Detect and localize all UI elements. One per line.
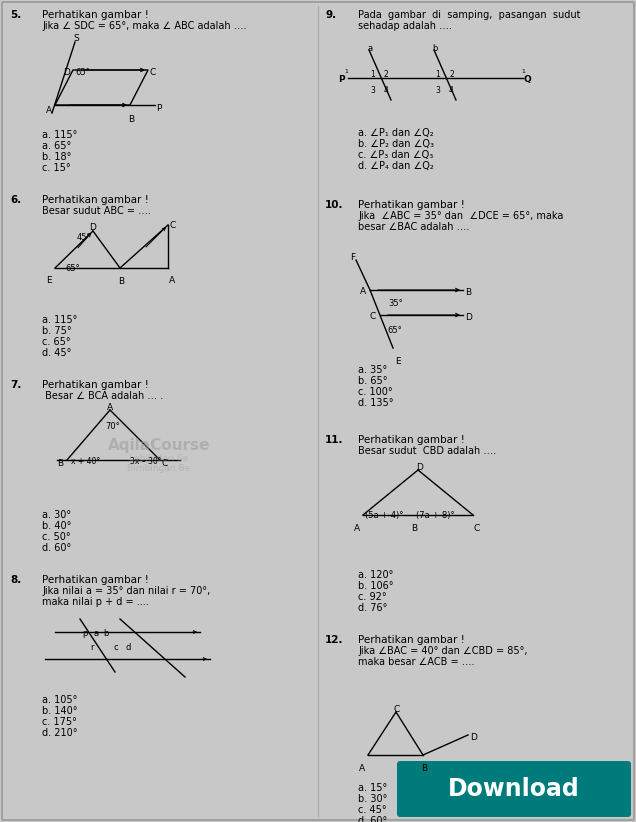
- Text: D: D: [63, 68, 70, 77]
- Text: C: C: [394, 705, 400, 714]
- Text: E: E: [395, 357, 401, 366]
- Text: b. 75°: b. 75°: [42, 326, 72, 336]
- Text: d: d: [125, 643, 130, 652]
- Text: besar ∠BAC adalah ….: besar ∠BAC adalah ….: [358, 222, 469, 232]
- Text: 9.: 9.: [325, 10, 336, 20]
- Text: 6.: 6.: [10, 195, 21, 205]
- Text: 45°: 45°: [77, 233, 92, 242]
- Text: d. 76°: d. 76°: [358, 603, 387, 613]
- Text: A: A: [107, 403, 113, 412]
- Text: a. 65°: a. 65°: [42, 141, 71, 151]
- Text: sehadap adalah ….: sehadap adalah ….: [358, 21, 452, 31]
- Text: 4: 4: [384, 86, 389, 95]
- Text: Perhatikan gambar !: Perhatikan gambar !: [358, 635, 465, 645]
- Text: a. 105°: a. 105°: [42, 695, 78, 705]
- Text: 3x – 30°: 3x – 30°: [130, 457, 162, 466]
- Text: c. 50°: c. 50°: [42, 532, 71, 542]
- Text: 2: 2: [449, 70, 453, 79]
- Text: 11.: 11.: [325, 435, 343, 445]
- Text: a. 35°: a. 35°: [358, 365, 387, 375]
- Text: (5a + 4)°: (5a + 4)°: [365, 511, 403, 520]
- Text: Besar sudut  CBD adalah ….: Besar sudut CBD adalah ….: [358, 446, 496, 456]
- Text: 2: 2: [384, 70, 389, 79]
- Text: Besar ∠ BCA adalah … .: Besar ∠ BCA adalah … .: [42, 391, 163, 401]
- Text: d. 60°: d. 60°: [358, 816, 387, 822]
- Text: Perhatikan gambar !: Perhatikan gambar !: [42, 380, 149, 390]
- Text: p: p: [82, 629, 87, 638]
- Text: Bimbingan Be: Bimbingan Be: [127, 464, 191, 473]
- Text: B: B: [57, 459, 63, 468]
- Text: Perhatikan gambar !: Perhatikan gambar !: [42, 575, 149, 585]
- Text: x + 40°: x + 40°: [71, 457, 100, 466]
- Text: 70°: 70°: [105, 422, 120, 431]
- Text: a. 115°: a. 115°: [42, 315, 78, 325]
- Text: P: P: [156, 104, 162, 113]
- Text: c. 92°: c. 92°: [358, 592, 387, 602]
- Text: a. 120°: a. 120°: [358, 570, 394, 580]
- Text: c. 15°: c. 15°: [42, 163, 71, 173]
- Text: B: B: [421, 764, 427, 773]
- Text: c. 45°: c. 45°: [358, 805, 387, 815]
- Text: c. 100°: c. 100°: [358, 387, 392, 397]
- Text: a. ∠P₁ dan ∠Q₂: a. ∠P₁ dan ∠Q₂: [358, 128, 434, 138]
- Text: maka besar ∠ACB = ….: maka besar ∠ACB = ….: [358, 657, 474, 667]
- Text: E: E: [46, 276, 52, 285]
- Text: d. ∠P₄ dan ∠Q₂: d. ∠P₄ dan ∠Q₂: [358, 161, 434, 171]
- Text: B: B: [411, 524, 417, 533]
- Text: 10.: 10.: [325, 200, 343, 210]
- Text: b. 18°: b. 18°: [42, 152, 71, 162]
- Text: A: A: [354, 524, 360, 533]
- Text: 4: 4: [449, 86, 454, 95]
- Text: A: A: [359, 764, 365, 773]
- Text: d. 135°: d. 135°: [358, 398, 394, 408]
- Text: b: b: [103, 629, 108, 638]
- Text: 65°: 65°: [65, 264, 80, 273]
- Text: 3: 3: [435, 86, 440, 95]
- Text: Jika ∠BAC = 40° dan ∠CBD = 85°,: Jika ∠BAC = 40° dan ∠CBD = 85°,: [358, 646, 527, 656]
- Text: C: C: [149, 68, 155, 77]
- Text: Jika ∠ SDC = 65°, maka ∠ ABC adalah ….: Jika ∠ SDC = 65°, maka ∠ ABC adalah ….: [42, 21, 247, 31]
- Text: a. 15°: a. 15°: [358, 783, 387, 793]
- Text: B: B: [128, 115, 134, 124]
- Text: c. 175°: c. 175°: [42, 717, 77, 727]
- Text: b: b: [432, 44, 438, 53]
- Text: C: C: [162, 459, 169, 468]
- Text: c. 65°: c. 65°: [42, 337, 71, 347]
- Text: F: F: [350, 253, 355, 262]
- Text: 1: 1: [521, 69, 525, 74]
- Text: 7.: 7.: [10, 380, 22, 390]
- Text: 1: 1: [435, 70, 439, 79]
- Text: 12.: 12.: [325, 635, 343, 645]
- Text: Besar sudut ABC = ….: Besar sudut ABC = ….: [42, 206, 151, 216]
- Text: b. 30°: b. 30°: [358, 794, 387, 804]
- Text: P: P: [338, 75, 345, 84]
- Text: B: B: [465, 288, 471, 297]
- Text: Perhatikan gambar !: Perhatikan gambar !: [358, 200, 465, 210]
- Text: Perhatikan gambar !: Perhatikan gambar !: [42, 10, 149, 20]
- FancyBboxPatch shape: [397, 761, 631, 817]
- Text: Perhatikan gambar !: Perhatikan gambar !: [358, 435, 465, 445]
- Text: Pada  gambar  di  samping,  pasangan  sudut: Pada gambar di samping, pasangan sudut: [358, 10, 581, 20]
- Text: A: A: [169, 276, 175, 285]
- Text: a: a: [367, 44, 372, 53]
- Text: Q: Q: [523, 75, 531, 84]
- Text: D: D: [470, 733, 477, 742]
- Text: d. 45°: d. 45°: [42, 348, 71, 358]
- Text: Jika nilai a = 35° dan nilai r = 70°,: Jika nilai a = 35° dan nilai r = 70°,: [42, 586, 211, 596]
- Text: r: r: [90, 643, 93, 652]
- Text: b. ∠P₂ dan ∠Q₃: b. ∠P₂ dan ∠Q₃: [358, 139, 434, 149]
- Text: b. 40°: b. 40°: [42, 521, 71, 531]
- Text: d. 60°: d. 60°: [42, 543, 71, 553]
- Text: a. 30°: a. 30°: [42, 510, 71, 520]
- Text: 8.: 8.: [10, 575, 21, 585]
- Text: Lebih dari Se: Lebih dari Se: [129, 454, 189, 463]
- Text: d. 210°: d. 210°: [42, 728, 78, 738]
- Text: (7a + 8)°: (7a + 8)°: [416, 511, 455, 520]
- Text: 65°: 65°: [75, 68, 90, 77]
- Text: AqilaCourse: AqilaCourse: [108, 437, 210, 452]
- Text: a. 115°: a. 115°: [42, 130, 78, 140]
- Text: C: C: [370, 312, 377, 321]
- Text: C: C: [474, 524, 480, 533]
- Text: 35°: 35°: [388, 299, 403, 308]
